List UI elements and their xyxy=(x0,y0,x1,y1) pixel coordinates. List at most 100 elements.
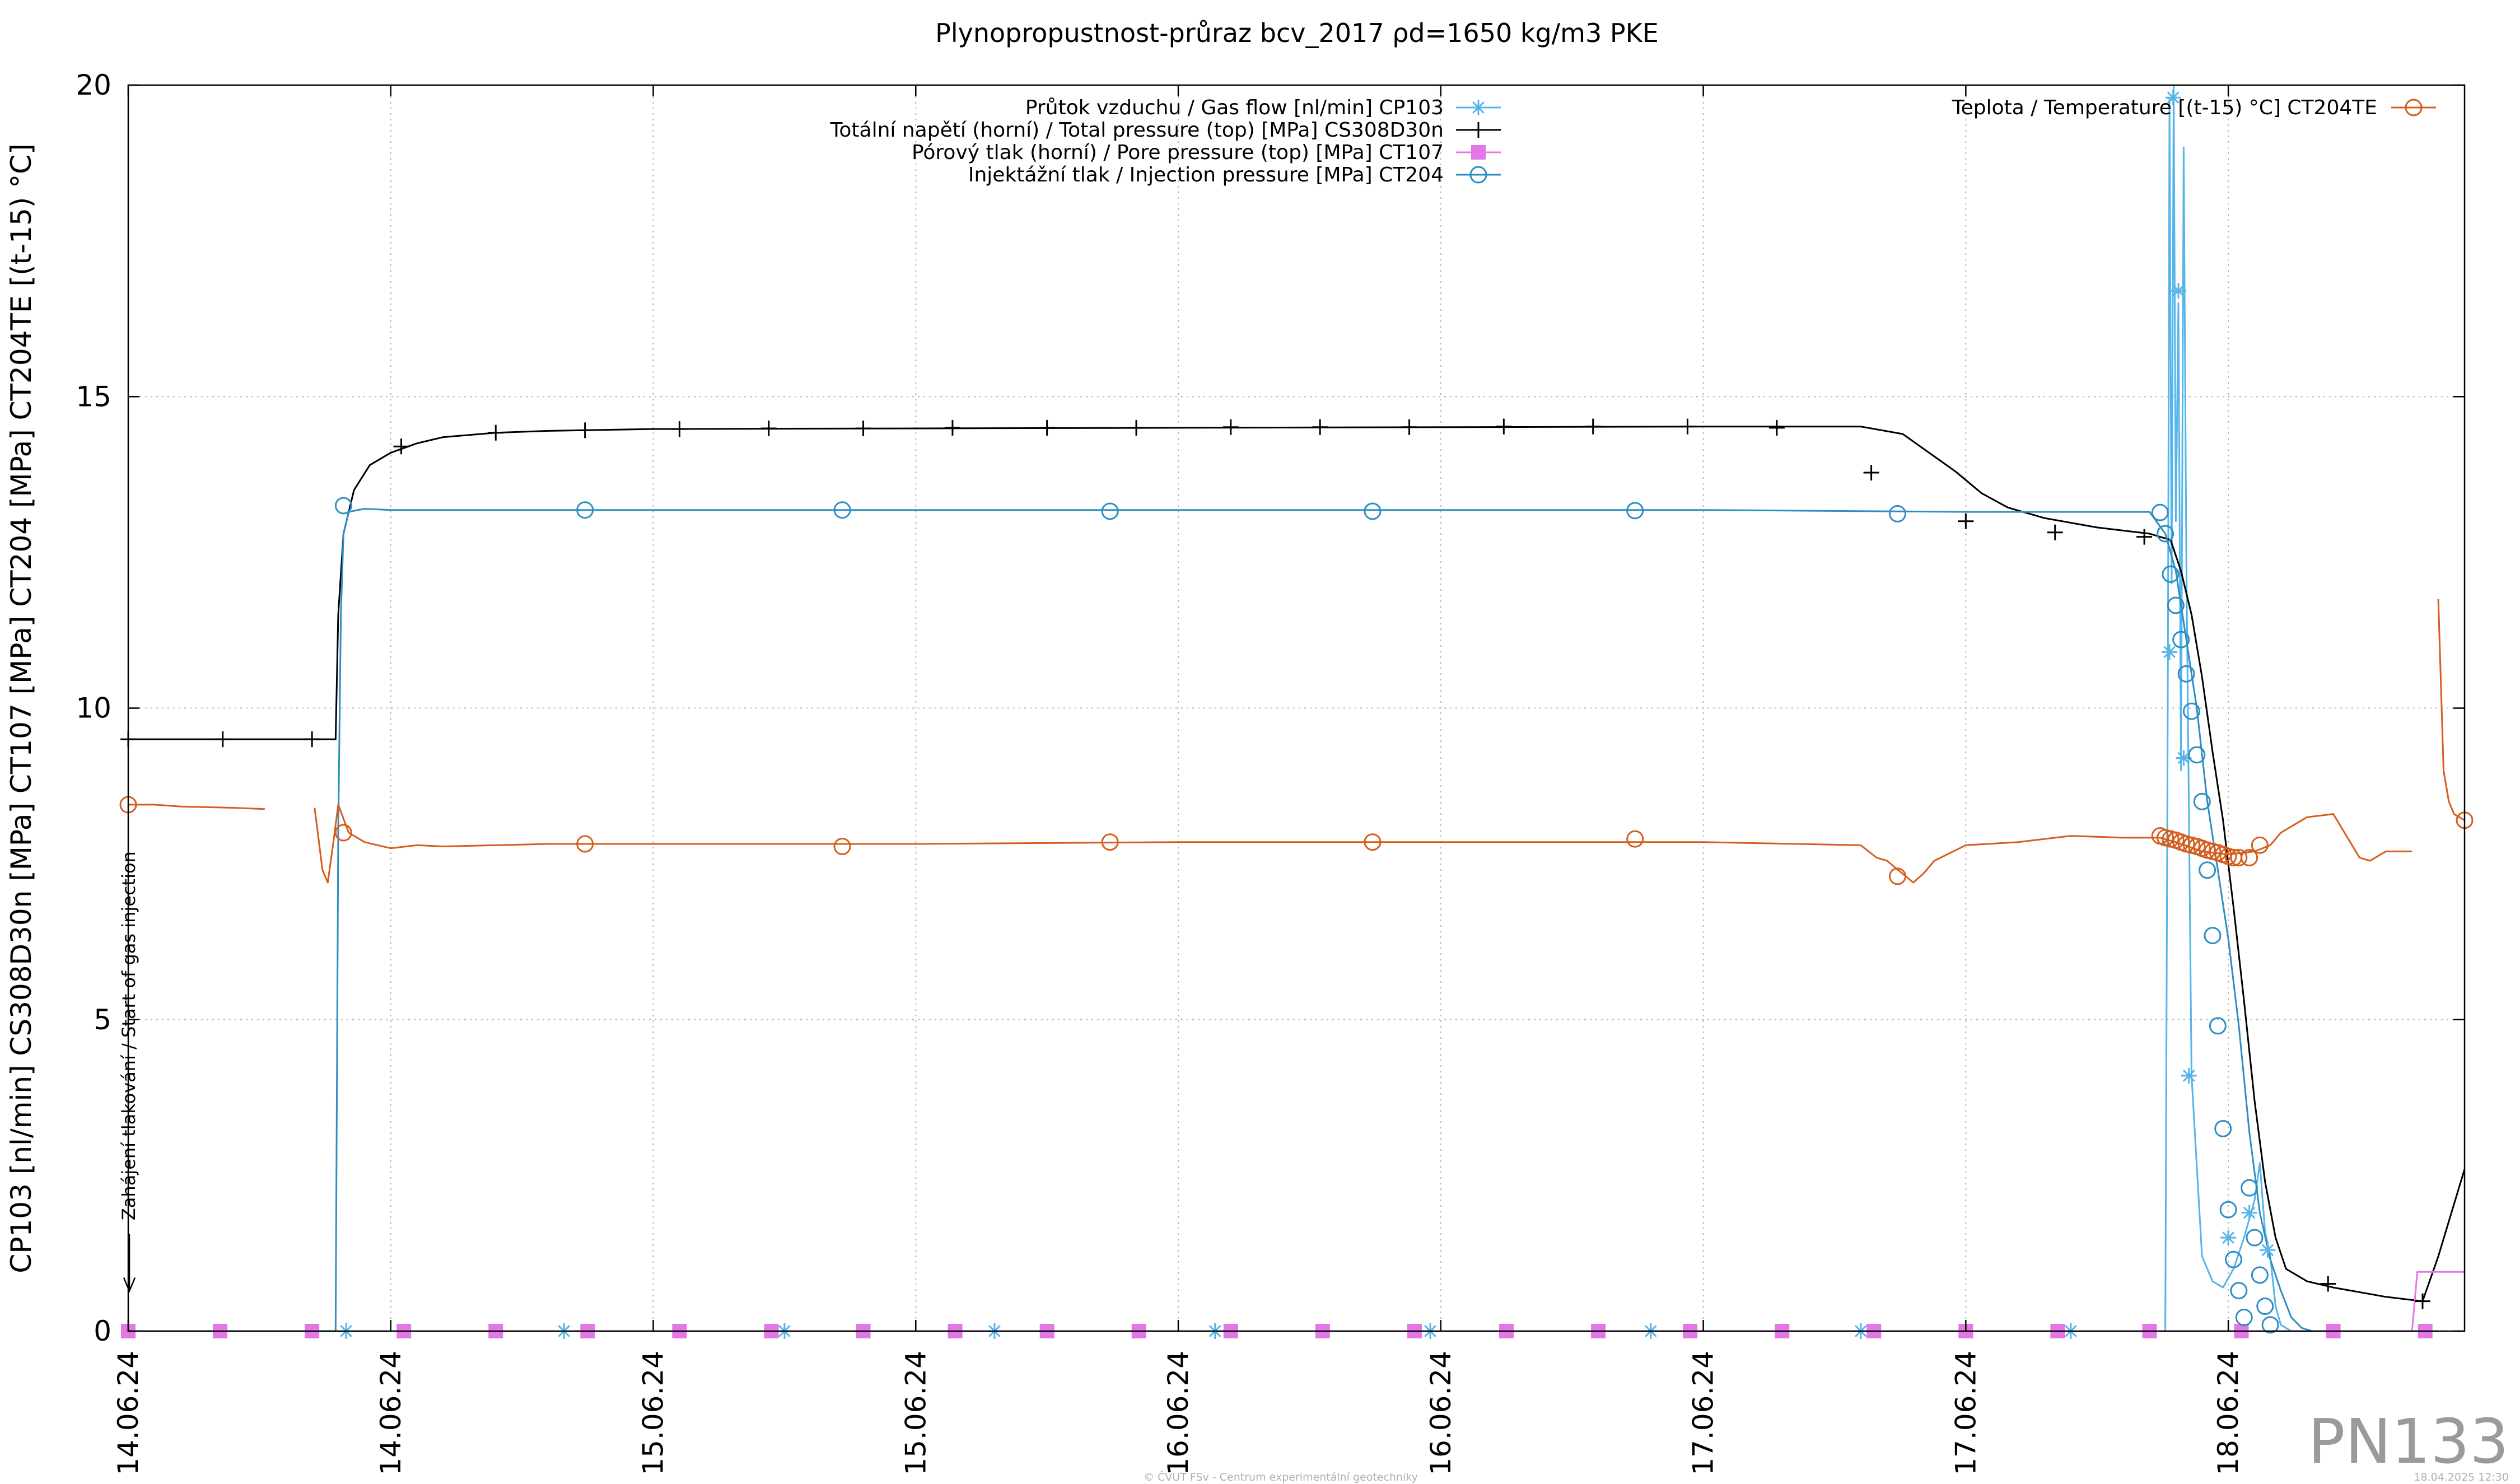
series-3-marker xyxy=(2235,1309,2253,1327)
series-3-marker xyxy=(2241,1179,2258,1197)
y-tick-label: 0 xyxy=(94,1315,111,1347)
series-3-marker xyxy=(2219,1201,2237,1219)
series-0-marker xyxy=(2241,1205,2257,1221)
series-4-marker xyxy=(334,824,352,842)
x-tick-label: 17.06.24 xyxy=(1687,1351,1720,1476)
footer-copyright: © ČVUT FSv - Centrum experimentální geot… xyxy=(1144,1470,1418,1483)
series-3-marker xyxy=(334,497,352,515)
series-3-marker xyxy=(576,501,594,519)
chart-title: Plynopropustnost-průraz bcv_2017 ρd=1650… xyxy=(935,18,1659,48)
series-line-3 xyxy=(128,508,2334,1332)
series-1-marker xyxy=(2415,1293,2430,1309)
series-1-marker xyxy=(393,438,409,455)
series-3-marker xyxy=(2209,1017,2227,1035)
annotation-arrow-head xyxy=(123,1277,136,1293)
series-1-marker xyxy=(488,424,504,441)
series-1-marker xyxy=(1401,419,1417,435)
series-3-marker xyxy=(2167,596,2185,614)
y-tick-label: 10 xyxy=(76,692,111,725)
series-1-marker xyxy=(855,420,871,436)
x-tick-label: 16.06.24 xyxy=(1162,1351,1194,1476)
series-4-marker xyxy=(1626,830,1644,848)
legend-entry-label: Injektážní tlak / Injection pressure [MP… xyxy=(968,164,1444,186)
series-1-marker xyxy=(671,421,688,437)
series-1-marker xyxy=(944,419,960,436)
series-3-marker xyxy=(2230,1282,2248,1300)
legend: Průtok vzduchu / Gas flow [nl/min] CP103… xyxy=(830,96,2436,186)
legend-entry-marker xyxy=(1469,166,1487,184)
series-4-marker xyxy=(1101,833,1119,851)
annotation-start-gas-injection: Zahájení tlakování / Start of gas inject… xyxy=(118,851,139,1293)
series-3-marker xyxy=(2224,1250,2242,1268)
grid xyxy=(128,85,2465,1331)
series-3-marker xyxy=(2256,1298,2274,1315)
series-1-marker xyxy=(2047,524,2063,540)
series-0-marker xyxy=(2220,1230,2237,1246)
x-tick-label: 15.06.24 xyxy=(899,1351,932,1476)
series-0-marker xyxy=(2260,1242,2276,1258)
series-3-marker xyxy=(2199,861,2216,879)
series-3-marker xyxy=(1888,505,1906,522)
watermark-pn: PN133 xyxy=(2308,1406,2509,1477)
series-1-marker xyxy=(2320,1276,2336,1292)
legend-entry-label: Pórový tlak (horní) / Pore pressure (top… xyxy=(912,141,1444,164)
y-tick-label: 20 xyxy=(76,69,111,101)
series-line-1 xyxy=(128,426,2466,1303)
y-tick-label: 15 xyxy=(76,380,111,413)
series-4-marker xyxy=(1364,833,1382,851)
series-1-marker xyxy=(577,422,593,438)
series-4-marker xyxy=(2230,849,2248,866)
series-1-marker xyxy=(1768,419,1785,436)
series-3-marker xyxy=(2251,1266,2269,1284)
series-4-marker xyxy=(833,837,851,855)
series-0-marker xyxy=(2171,283,2187,299)
series-1-marker xyxy=(1128,419,1145,436)
x-tick-label: 14.06.24 xyxy=(112,1351,144,1476)
series-1-marker xyxy=(1039,419,1055,436)
series-3-marker xyxy=(2204,927,2222,945)
series-0-marker xyxy=(2181,1067,2197,1084)
annotation-text: Zahájení tlakování / Start of gas inject… xyxy=(118,851,139,1220)
series-3-marker xyxy=(2261,1316,2279,1334)
x-tick-label: 16.06.24 xyxy=(1425,1351,1457,1476)
legend-entry-label: Totální napětí (horní) / Total pressure … xyxy=(830,119,1444,142)
series-3-marker xyxy=(2182,702,2200,720)
footer-timestamp: 18.04.2025 12:30 xyxy=(2414,1471,2509,1483)
x-tick-label: 18.06.24 xyxy=(2212,1351,2244,1476)
series-3-marker xyxy=(1626,502,1644,520)
series-4-marker xyxy=(1888,867,1906,885)
x-tick-label: 17.06.24 xyxy=(1949,1351,1982,1476)
y-tick-label: 5 xyxy=(94,1004,111,1036)
legend-entry-marker xyxy=(2405,99,2423,116)
series-1-marker xyxy=(2136,529,2153,545)
series-3-marker xyxy=(1364,502,1382,520)
series-3-marker xyxy=(2172,631,2190,648)
y-ticks: 0 5 10 15 20 xyxy=(76,69,2465,1347)
series-3-marker xyxy=(2214,1119,2232,1137)
legend-entry-label: Teplota / Temperature [(t-15) °C] CT204T… xyxy=(1952,96,2377,119)
legend-entry-marker xyxy=(1471,100,1486,115)
series-3-marker xyxy=(1101,502,1119,520)
series-0-marker xyxy=(2165,90,2181,106)
series-1-marker xyxy=(760,420,777,436)
series-1-marker xyxy=(1496,418,1512,435)
series-3-marker xyxy=(2188,746,2206,764)
series-3-marker xyxy=(2177,665,2195,683)
x-tick-label: 15.06.24 xyxy=(637,1351,670,1476)
series-3-marker xyxy=(2151,503,2169,521)
series-4-marker xyxy=(2241,849,2258,866)
series-3-marker xyxy=(2162,565,2180,583)
series-1-marker xyxy=(1222,419,1239,435)
series-1-marker xyxy=(1312,419,1328,435)
legend-entry-label: Průtok vzduchu / Gas flow [nl/min] CP103 xyxy=(1025,96,1444,119)
series-1-marker xyxy=(304,731,320,748)
series-3-marker xyxy=(833,501,851,519)
series-0-marker xyxy=(2162,644,2178,660)
series-3-marker xyxy=(2246,1229,2264,1247)
y-axis-label: CP103 [nl/min] CS308D30n [MPa] CT107 [MP… xyxy=(5,143,38,1273)
series-1-marker xyxy=(1585,418,1601,435)
series-1-marker xyxy=(1679,418,1696,435)
series-1-marker xyxy=(1958,513,1974,529)
